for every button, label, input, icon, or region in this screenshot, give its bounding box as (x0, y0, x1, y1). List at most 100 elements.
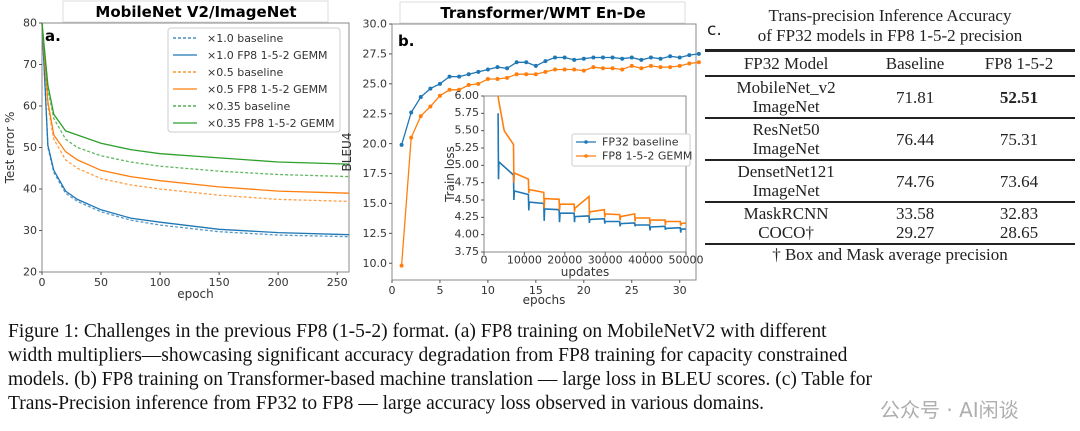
caption-line: models. (b) FP8 training on Transformer-… (8, 369, 873, 390)
b-data-point (447, 74, 452, 79)
b-inset-x-tick-label: 0 (481, 254, 488, 267)
b-y-tick-label: 27.5 (363, 48, 388, 61)
b-data-point (428, 86, 433, 91)
b-data-point (457, 74, 462, 79)
cell-value-line: 29.27 (895, 223, 935, 242)
b-data-point (533, 72, 538, 77)
caption-line: width multipliers—showcasing significant… (8, 345, 848, 366)
b-chart-title: Transformer/WMT En-De (440, 4, 645, 22)
b-data-point (668, 65, 673, 70)
b-inset-y-tick-label: 4.50 (455, 193, 480, 206)
b-data-point (514, 72, 519, 77)
b-data-point (629, 63, 634, 68)
a-y-tick-label: 60 (23, 100, 37, 113)
cell-model-line: COCO† (758, 223, 814, 242)
b-data-point (399, 263, 404, 268)
b-data-point (418, 94, 423, 99)
col-header-fp8: FP8 1-5-2 (962, 49, 1075, 77)
a-x-tick-label: 150 (209, 276, 230, 289)
b-data-point (495, 65, 500, 70)
watermark: 公众号 · AI闲谈 (880, 398, 1019, 422)
b-data-point (428, 104, 433, 109)
b-data-point (677, 55, 682, 60)
b-inset-y-tick-label: 4.25 (455, 210, 480, 223)
b-inset-y-axis-label: Train loss (443, 146, 457, 203)
caption-line: Figure 1: Challenges in the previous FP8… (8, 321, 827, 342)
trans-precision-table: c. Trans-precision Inference Accuracy of… (705, 6, 1075, 265)
cell-value-line: 33.58 (895, 204, 935, 223)
b-data-point (696, 60, 701, 65)
cell-fp8: 75.31 (962, 118, 1075, 161)
table-row: MobileNet_v2 ImageNet 71.81 52.51 (705, 76, 1075, 119)
panel-label-c: c. (707, 20, 722, 40)
b-data-point (485, 67, 490, 72)
a-series-line (41, 22, 350, 178)
cell-fp8: 52.51 (962, 76, 1075, 119)
b-inset-series-line (497, 113, 686, 233)
b-data-point (533, 63, 538, 68)
b-inset-y-tick-label: 5.00 (455, 158, 480, 171)
cell-model-line: ResNet50 (752, 120, 820, 139)
cell-model: ResNet50 ImageNet (705, 118, 868, 161)
b-data-point (495, 77, 500, 82)
b-inset-y-tick-label: 4.00 (455, 228, 480, 241)
table-header-row: FP32 Model Baseline FP8 1-5-2 (705, 49, 1075, 77)
a-y-tick-label: 20 (23, 266, 37, 279)
b-data-point (610, 55, 615, 60)
a-chart-title: MobileNet V2/ImageNet (95, 3, 296, 21)
b-data-point (620, 56, 625, 61)
b-data-point (437, 93, 442, 98)
b-data-point (553, 67, 558, 72)
b-data-point (648, 55, 653, 60)
b-data-point (466, 72, 471, 77)
b-data-point (600, 66, 605, 71)
table-title-line-1: Trans-precision Inference Accuracy (768, 6, 1012, 25)
b-data-point (562, 55, 567, 60)
b-data-point (476, 69, 481, 74)
a-y-tick-label: 70 (23, 58, 37, 71)
b-inset-x-axis-label: updates (561, 265, 610, 279)
b-inset-y-tick-label: 4.75 (455, 176, 480, 189)
b-inset-x-tick-label: 10000 (507, 254, 542, 267)
b-y-tick-label: 20.0 (363, 137, 388, 150)
cell-model-line: DensetNet121 (737, 162, 835, 181)
cell-value-line: 32.83 (999, 204, 1039, 223)
b-data-point (476, 81, 481, 86)
b-data-point (648, 63, 653, 68)
figure-caption: Figure 1: Challenges in the previous FP8… (8, 320, 1078, 416)
a-series-line (41, 22, 350, 203)
cell-baseline: 76.44 (867, 118, 963, 161)
col-header-model: FP32 Model (705, 49, 868, 77)
a-x-axis-label: epoch (177, 287, 214, 301)
b-data-point (543, 59, 548, 64)
b-data-point (600, 55, 605, 60)
b-x-tick-label: 10 (481, 284, 495, 297)
b-data-point (687, 53, 692, 58)
b-data-point (581, 56, 586, 61)
b-data-point (639, 57, 644, 62)
b-data-point (524, 72, 529, 77)
b-data-point (581, 68, 586, 73)
b-data-point (485, 77, 490, 82)
a-x-tick-label: 50 (94, 276, 108, 289)
b-inset-legend-marker (584, 140, 588, 144)
a-x-tick-label: 0 (39, 276, 46, 289)
b-y-tick-label: 25.0 (363, 77, 388, 90)
cell-value-line: 28.65 (999, 223, 1039, 242)
b-x-tick-label: 20 (577, 284, 591, 297)
b-inset-legend-marker (584, 154, 588, 158)
a-legend-label: ×1.0 baseline (207, 32, 284, 45)
b-data-point (677, 63, 682, 68)
b-y-tick-label: 22.5 (363, 107, 388, 120)
cell-model-line: MobileNet_v2 (736, 78, 836, 97)
caption-line: Trans-Precision inference from FP32 to F… (8, 393, 765, 414)
b-data-point (437, 81, 442, 86)
b-data-point (447, 87, 452, 92)
a-legend-label: ×0.35 FP8 1-5-2 GEMM (207, 117, 335, 130)
table-row: MaskRCNN COCO† 33.58 29.27 32.83 28.65 (705, 202, 1075, 245)
cell-baseline: 33.58 29.27 (867, 202, 963, 245)
b-data-point (620, 67, 625, 72)
b-inset-y-tick-label: 6.00 (455, 89, 480, 102)
table-title: c. Trans-precision Inference Accuracy of… (705, 6, 1075, 46)
b-y-tick-label: 15.0 (363, 197, 388, 210)
